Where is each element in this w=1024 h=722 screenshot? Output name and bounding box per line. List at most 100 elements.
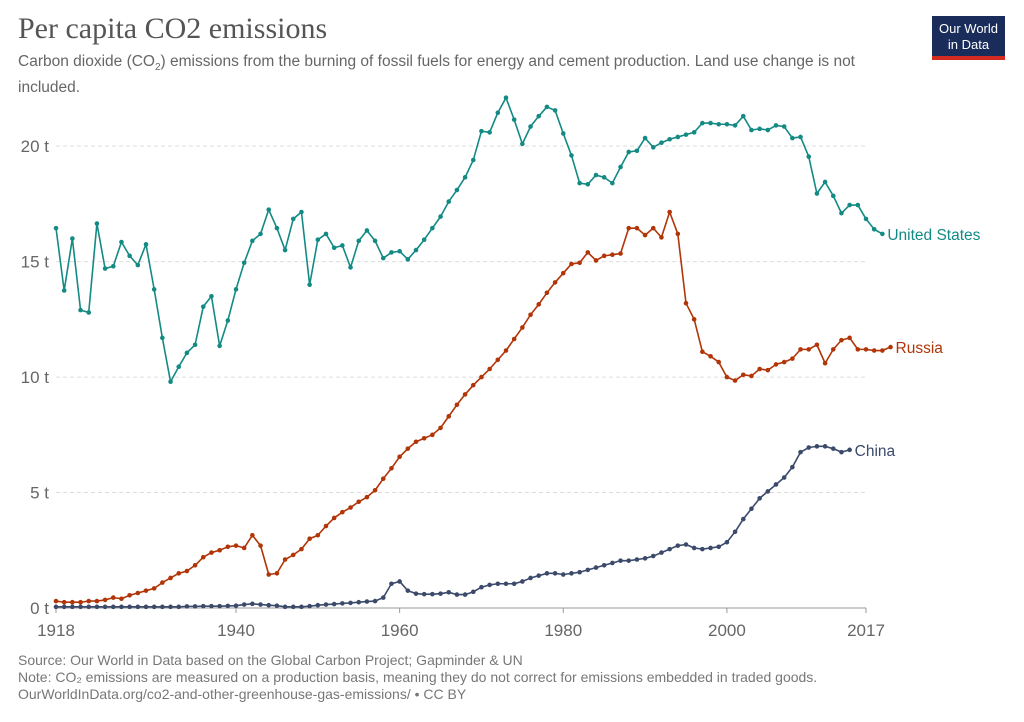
data-point-united-states [438, 214, 443, 219]
data-point-russia [855, 347, 861, 352]
y-tick-label: 5 t [30, 484, 49, 503]
data-point-united-states [86, 310, 92, 315]
x-tick-label: 1918 [37, 621, 75, 640]
data-point-united-states [642, 135, 648, 141]
data-point-china [380, 595, 386, 600]
data-point-united-states [740, 113, 746, 119]
data-point-united-states [102, 266, 108, 271]
data-point-russia [781, 359, 787, 365]
data-point-china [356, 599, 362, 605]
data-point-russia [839, 337, 844, 343]
url-text[interactable]: OurWorldInData.org/co2-and-other-greenho… [18, 686, 467, 702]
data-point-china [732, 529, 738, 535]
data-point-china [413, 591, 419, 596]
data-point-china [78, 604, 83, 610]
data-point-china [119, 604, 124, 610]
data-point-russia [94, 598, 100, 604]
data-point-russia [340, 509, 345, 515]
data-point-china [814, 444, 820, 449]
data-point-united-states [495, 110, 501, 115]
data-point-united-states [470, 157, 476, 163]
note-text: Note: CO₂ emissions are measured on a pr… [18, 669, 818, 685]
data-point-russia [290, 552, 296, 558]
x-tick-label: 2000 [708, 621, 746, 640]
data-point-united-states [446, 199, 452, 204]
data-point-china [601, 562, 607, 568]
data-point-united-states [487, 130, 492, 135]
data-point-russia [331, 515, 337, 521]
data-point-china [520, 579, 525, 584]
data-point-china [331, 601, 337, 607]
data-point-china [168, 604, 173, 610]
data-point-china [241, 602, 247, 607]
data-point-united-states [520, 141, 525, 147]
data-point-united-states [274, 225, 280, 231]
data-point-united-states [372, 238, 378, 244]
data-point-china [618, 558, 623, 563]
data-point-russia [560, 270, 566, 276]
data-point-united-states [184, 350, 190, 356]
data-point-russia [724, 374, 730, 380]
data-point-russia [593, 258, 599, 263]
data-point-united-states [593, 172, 599, 178]
data-point-united-states [454, 187, 460, 193]
data-point-china [839, 449, 844, 455]
data-point-russia [888, 344, 893, 350]
data-point-united-states [119, 239, 124, 245]
data-point-china [348, 600, 353, 606]
data-point-russia [70, 599, 75, 605]
data-point-russia [528, 312, 533, 318]
data-point-china [577, 569, 582, 575]
data-point-united-states [560, 131, 566, 136]
data-point-russia [241, 545, 247, 551]
data-point-united-states [871, 227, 877, 232]
data-point-china [667, 546, 672, 552]
data-point-russia [642, 232, 648, 238]
data-point-united-states [94, 221, 100, 226]
data-point-china [250, 601, 255, 607]
data-point-russia [871, 348, 877, 353]
data-point-russia [217, 547, 222, 553]
data-point-united-states [503, 95, 509, 100]
data-point-russia [479, 374, 484, 380]
data-point-united-states [822, 179, 828, 185]
our-world-in-data-logo[interactable]: Our World in Data [932, 16, 1005, 60]
data-point-russia [749, 373, 754, 379]
data-point-united-states [168, 379, 173, 385]
data-point-china [462, 592, 468, 597]
data-point-russia [822, 360, 828, 366]
data-point-china [790, 464, 795, 470]
data-point-china [781, 475, 787, 480]
data-point-russia [348, 505, 353, 510]
data-point-russia [266, 572, 272, 577]
data-point-china [765, 489, 771, 494]
data-point-china [421, 591, 427, 597]
data-point-china [593, 565, 599, 570]
data-point-united-states [233, 287, 239, 292]
data-point-china [135, 604, 141, 610]
data-point-china [274, 603, 280, 608]
data-point-china [806, 445, 812, 450]
data-point-russia [470, 382, 476, 388]
data-point-china [299, 604, 304, 610]
data-point-united-states [806, 154, 812, 159]
data-point-russia [184, 568, 190, 574]
data-point-russia [86, 598, 92, 604]
data-point-russia [650, 225, 656, 231]
data-point-russia [806, 347, 812, 352]
data-point-united-states [634, 148, 640, 154]
data-point-russia [552, 280, 558, 285]
data-point-russia [659, 235, 664, 240]
data-point-united-states [143, 242, 149, 247]
data-point-russia [176, 571, 182, 576]
data-point-russia [323, 523, 329, 529]
data-point-russia [299, 546, 304, 552]
data-point-china [53, 604, 59, 610]
data-point-china [70, 604, 75, 610]
data-point-russia [765, 367, 771, 373]
data-point-united-states [847, 202, 852, 208]
data-point-russia [503, 348, 509, 353]
data-point-china [675, 543, 681, 548]
data-point-united-states [380, 255, 386, 261]
data-point-china [225, 603, 231, 609]
